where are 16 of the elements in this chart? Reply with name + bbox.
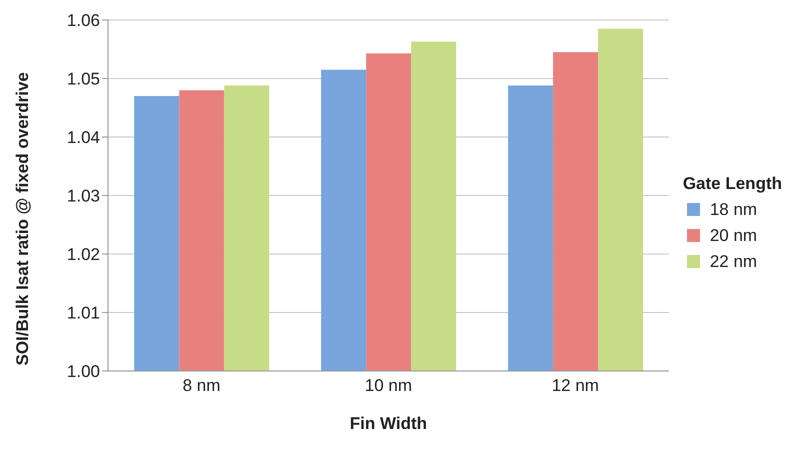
y-tick-label: 1.05 <box>66 70 100 89</box>
legend-label: 18 nm <box>708 200 758 220</box>
y-tick-label: 1.01 <box>66 304 100 323</box>
x-tick-label: 10 nm <box>364 376 412 396</box>
legend-label: 20 nm <box>708 226 758 246</box>
x-axis-title: Fin Width <box>350 414 428 433</box>
y-tick-label: 1.03 <box>66 186 100 206</box>
y-tick-label: 1.06 <box>66 11 100 30</box>
y-tick-label: 1.00 <box>66 362 100 382</box>
y-tick-label: 1.02 <box>66 245 100 264</box>
legend-title: Gate Length <box>682 174 782 194</box>
x-tick-label: 8 nm <box>182 376 220 396</box>
y-tick-label: 1.04 <box>66 128 100 148</box>
x-tick-label: 12 nm <box>552 376 599 396</box>
legend-label: 22 nm <box>708 252 758 272</box>
y-axis-title: SOI/Bulk Isat ratio @ fixed overdrive <box>13 72 32 366</box>
